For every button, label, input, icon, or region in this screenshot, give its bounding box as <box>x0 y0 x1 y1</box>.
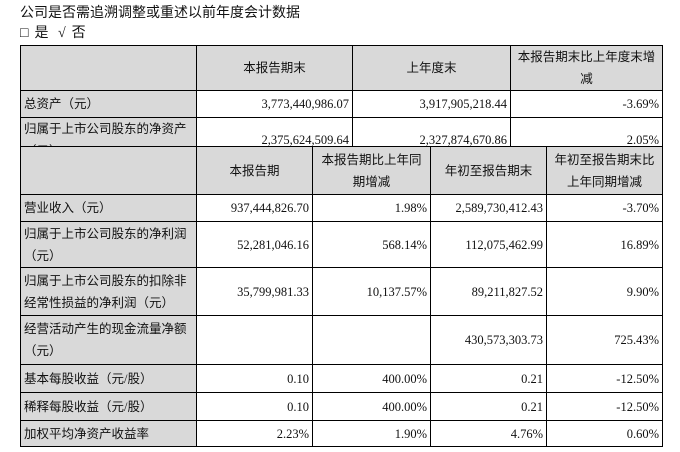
option-yes: 是 <box>34 26 49 41</box>
cell: 725.43% <box>546 315 663 365</box>
cell: 1.98% <box>312 194 431 222</box>
header-cell <box>20 45 197 91</box>
cell: 937,444,826.70 <box>196 194 313 222</box>
cell: 2.23% <box>196 420 313 447</box>
cell: 112,075,462.99 <box>430 221 547 268</box>
cell: 2,589,730,412.43 <box>430 194 547 222</box>
table-row: 营业收入（元） 937,444,826.70 1.98% 2,589,730,412.… <box>20 194 663 222</box>
header-cell: 本报告期末 <box>196 45 353 91</box>
cell: -3.70% <box>546 194 663 222</box>
table-row: 基本每股收益（元/股） 0.10 400.00% 0.21 -12.50% <box>20 364 663 393</box>
cell: 430,573,303.73 <box>430 315 547 365</box>
restatement-options: □ 是 √ 否 <box>20 22 92 42</box>
cell: 0.60% <box>546 420 663 447</box>
row-label: 经营活动产生的现金流量净额（元） <box>20 315 197 365</box>
table-row: 归属于上市公司股东的扣除非经常性损益的净利润（元） 35,799,981.33 10… <box>20 267 663 316</box>
row-label: 归属于上市公司股东的扣除非经常性损益的净利润（元） <box>20 267 197 316</box>
cell: 0.10 <box>196 364 313 393</box>
header-cell: 年初至报告期末 <box>430 146 547 195</box>
section-title: 公司是否需追溯调整或重述以前年度会计数据 <box>20 6 300 21</box>
table-row: 归属于上市公司股东的净利润（元） 52,281,046.16 568.14% 112,… <box>20 221 663 268</box>
row-label: 稀释每股收益（元/股） <box>20 392 197 421</box>
cell: 568.14% <box>312 221 431 268</box>
row-label: 归属于上市公司股东的净利润（元） <box>20 221 197 268</box>
cell: 52,281,046.16 <box>196 221 313 268</box>
check-icon: √ <box>57 26 66 41</box>
cell: 1.90% <box>312 420 431 447</box>
header-cell: 年初至报告期末比上年同期增减 <box>546 146 663 195</box>
cell: 3,917,905,218.44 <box>352 90 511 118</box>
table-row: 加权平均净资产收益率 2.23% 1.90% 4.76% 0.60% <box>20 420 663 447</box>
table-row: 经营活动产生的现金流量净额（元） 430,573,303.73 725.43% <box>20 315 663 365</box>
header-cell: 本报告期比上年同期增减 <box>312 146 431 195</box>
cell: 400.00% <box>312 364 431 393</box>
table-row: 总资产（元） 3,773,440,986.07 3,917,905,218.44… <box>20 90 663 118</box>
cell: -3.69% <box>510 90 663 118</box>
cell: 16.89% <box>546 221 663 268</box>
cell: 89,211,827.52 <box>430 267 547 316</box>
checkbox-icon: □ <box>20 26 29 41</box>
cell: 0.21 <box>430 392 547 421</box>
cell: 0.10 <box>196 392 313 421</box>
cell: 35,799,981.33 <box>196 267 313 316</box>
header-cell: 本报告期末比上年度末增减 <box>510 45 663 91</box>
cell: 400.00% <box>312 392 431 421</box>
income-table: 本报告期 本报告期比上年同期增减 年初至报告期末 年初至报告期末比上年同期增减 营业收入… <box>20 146 663 447</box>
row-label: 加权平均净资产收益率 <box>20 420 197 447</box>
cell: 9.90% <box>546 267 663 316</box>
cell: 10,137.57% <box>312 267 431 316</box>
header-cell: 本报告期 <box>196 146 313 195</box>
header-cell <box>20 146 197 195</box>
row-label: 总资产（元） <box>20 90 197 118</box>
cell: -12.50% <box>546 392 663 421</box>
table-row: 稀释每股收益（元/股） 0.10 400.00% 0.21 -12.50% <box>20 392 663 421</box>
cell: 3,773,440,986.07 <box>196 90 353 118</box>
cell <box>196 315 313 365</box>
cell: 4.76% <box>430 420 547 447</box>
cell <box>312 315 431 365</box>
option-no: 否 <box>71 26 86 41</box>
row-label: 基本每股收益（元/股） <box>20 364 197 393</box>
cell: 0.21 <box>430 364 547 393</box>
header-cell: 上年度末 <box>352 45 511 91</box>
row-label: 营业收入（元） <box>20 194 197 222</box>
cell: -12.50% <box>546 364 663 393</box>
